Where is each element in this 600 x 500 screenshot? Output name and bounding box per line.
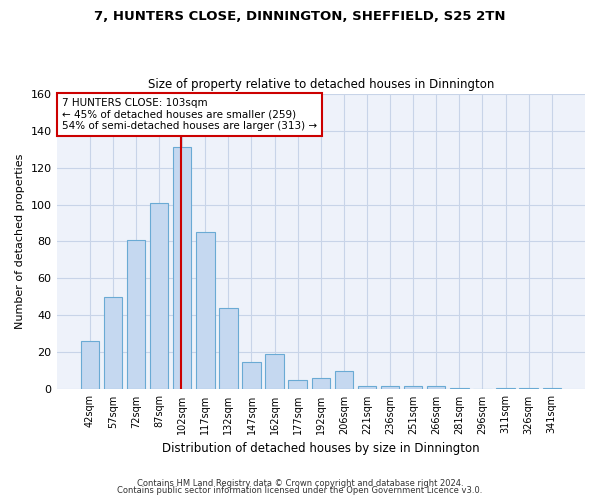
Bar <box>381 386 400 390</box>
Y-axis label: Number of detached properties: Number of detached properties <box>15 154 25 329</box>
Bar <box>358 386 376 390</box>
Bar <box>173 147 191 390</box>
Title: Size of property relative to detached houses in Dinnington: Size of property relative to detached ho… <box>148 78 494 91</box>
Bar <box>265 354 284 390</box>
Bar <box>335 371 353 390</box>
Text: 7 HUNTERS CLOSE: 103sqm
← 45% of detached houses are smaller (259)
54% of semi-d: 7 HUNTERS CLOSE: 103sqm ← 45% of detache… <box>62 98 317 131</box>
Bar <box>242 362 261 390</box>
Text: Contains public sector information licensed under the Open Government Licence v3: Contains public sector information licen… <box>118 486 482 495</box>
Bar <box>219 308 238 390</box>
Text: 7, HUNTERS CLOSE, DINNINGTON, SHEFFIELD, S25 2TN: 7, HUNTERS CLOSE, DINNINGTON, SHEFFIELD,… <box>94 10 506 23</box>
Bar <box>104 297 122 390</box>
Bar <box>520 388 538 390</box>
Bar <box>427 386 445 390</box>
Bar <box>450 388 469 390</box>
Bar <box>127 240 145 390</box>
Bar <box>311 378 330 390</box>
Text: Contains HM Land Registry data © Crown copyright and database right 2024.: Contains HM Land Registry data © Crown c… <box>137 478 463 488</box>
Bar <box>196 232 215 390</box>
X-axis label: Distribution of detached houses by size in Dinnington: Distribution of detached houses by size … <box>162 442 479 455</box>
Bar <box>150 202 169 390</box>
Bar <box>404 386 422 390</box>
Bar <box>542 388 561 390</box>
Bar <box>496 388 515 390</box>
Bar <box>80 342 99 390</box>
Bar <box>289 380 307 390</box>
